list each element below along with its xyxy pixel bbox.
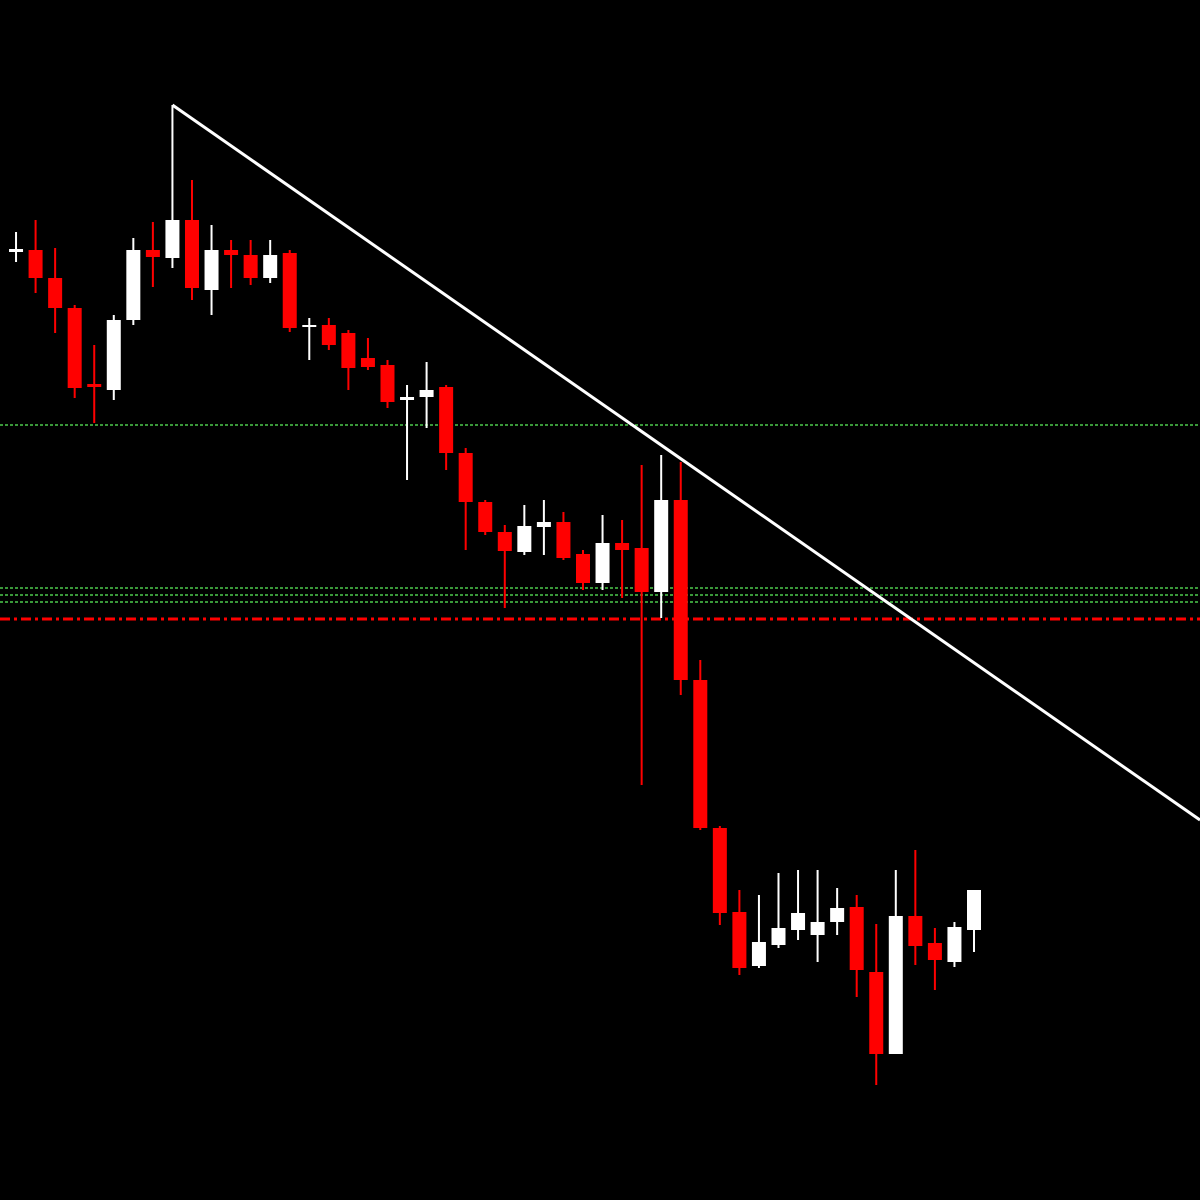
- candle-body: [849, 907, 864, 970]
- candle-body: [615, 543, 630, 550]
- candle-body: [48, 278, 63, 308]
- candle-body: [67, 308, 82, 388]
- candle-body: [732, 912, 747, 968]
- candle-body: [184, 220, 199, 288]
- candle-body: [869, 972, 884, 1054]
- candle-body: [556, 522, 571, 558]
- trend-line: [171, 103, 1200, 822]
- candle-body: [830, 908, 845, 922]
- candle-body: [282, 253, 297, 328]
- candle-body: [263, 255, 278, 278]
- candle-body: [888, 916, 903, 1054]
- candle-body: [673, 500, 688, 680]
- candle-body: [224, 250, 239, 255]
- candle-body: [771, 928, 786, 945]
- candle-body: [145, 250, 160, 257]
- candle-body: [243, 255, 258, 278]
- candle-body: [693, 680, 708, 828]
- candle-body: [810, 922, 825, 935]
- candle-body: [9, 249, 24, 252]
- candle-body: [165, 220, 180, 258]
- candle-body: [517, 526, 532, 552]
- candle-body: [400, 397, 415, 400]
- candle-body: [712, 828, 727, 913]
- candle-body: [321, 325, 336, 345]
- candle-body: [947, 927, 962, 962]
- candle-body: [595, 543, 610, 583]
- candle-body: [439, 387, 454, 453]
- candle-body: [341, 333, 356, 368]
- candle-body: [419, 390, 434, 397]
- candle-body: [126, 250, 141, 320]
- candle-body: [654, 500, 669, 592]
- candle-body: [106, 320, 121, 390]
- candle-body: [28, 250, 43, 278]
- candle-body: [87, 384, 102, 387]
- candle-body: [497, 532, 512, 551]
- candle-body: [360, 358, 375, 367]
- candle-body: [966, 890, 981, 930]
- candle-body: [908, 916, 923, 946]
- candle-body: [536, 522, 551, 527]
- candle-body: [927, 943, 942, 960]
- candle-body: [204, 250, 219, 290]
- candle-body: [458, 453, 473, 502]
- candle-body: [380, 365, 395, 402]
- candle-body: [302, 325, 317, 327]
- candle-body: [575, 554, 590, 583]
- candle-body: [478, 502, 493, 532]
- candle-body: [751, 942, 766, 966]
- candle-body: [634, 548, 649, 592]
- candle-body: [791, 913, 806, 930]
